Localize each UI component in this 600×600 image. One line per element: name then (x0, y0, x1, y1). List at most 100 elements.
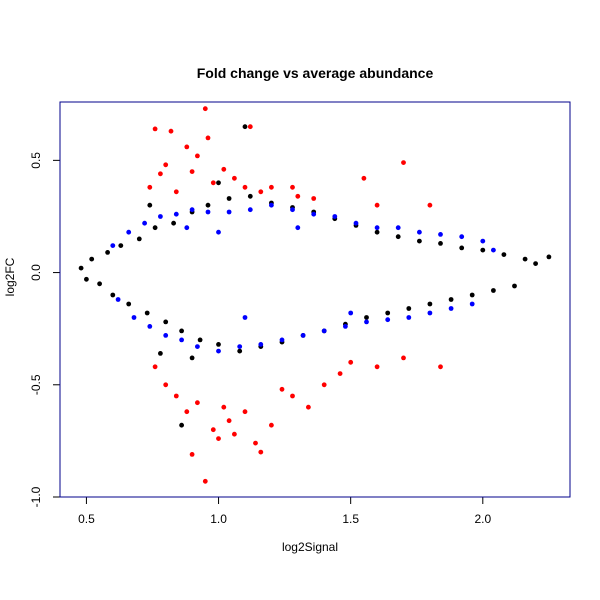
y-tick-label: 0.0 (29, 264, 43, 281)
data-point-series-0 (546, 254, 552, 260)
data-point-series-2 (295, 193, 301, 199)
data-point-series-0 (438, 241, 443, 246)
data-point-series-0 (480, 247, 486, 253)
data-point-series-0 (501, 252, 507, 257)
data-point-series-0 (147, 202, 153, 208)
data-point-series-1 (480, 238, 486, 244)
data-point-series-1 (427, 310, 433, 316)
data-point-series-2 (290, 393, 295, 399)
data-point-series-2 (184, 409, 190, 415)
data-point-series-0 (242, 124, 248, 130)
data-point-series-2 (269, 422, 274, 428)
data-point-series-0 (163, 319, 169, 325)
data-point-series-2 (253, 440, 258, 446)
data-point-series-2 (337, 371, 343, 376)
data-point-series-0 (78, 265, 84, 271)
data-point-series-1 (321, 328, 327, 334)
data-point-series-2 (290, 184, 295, 190)
data-point-series-2 (242, 184, 248, 190)
data-point-series-0 (144, 310, 150, 316)
data-point-series-2 (247, 124, 253, 130)
data-point-series-2 (348, 359, 354, 365)
data-point-series-1 (216, 348, 221, 354)
data-point-series-2 (321, 382, 327, 388)
data-point-series-1 (290, 207, 295, 213)
data-point-series-1 (374, 225, 380, 231)
plot-frame (59, 101, 571, 498)
data-point-series-0 (448, 297, 454, 302)
data-point-series-0 (385, 310, 391, 316)
data-point-series-1 (189, 207, 195, 213)
data-point-series-2 (221, 166, 227, 172)
x-tick-label: 1.5 (342, 512, 359, 526)
data-point-series-2 (221, 404, 227, 410)
data-point-series-2 (210, 180, 216, 186)
data-point-series-2 (205, 135, 211, 141)
data-point-series-1 (163, 333, 169, 338)
data-point-series-1 (269, 202, 274, 208)
x-tick-label: 0.5 (78, 512, 95, 526)
data-point-series-1 (131, 315, 137, 320)
data-point-series-2 (361, 175, 367, 181)
data-point-series-2 (189, 169, 195, 175)
data-point-series-2 (242, 409, 248, 415)
data-point-series-0 (126, 301, 132, 307)
data-point-series-0 (197, 337, 203, 343)
data-point-series-1 (242, 315, 248, 320)
data-point-series-2 (216, 436, 221, 441)
data-point-series-0 (395, 234, 401, 240)
data-point-series-2 (147, 184, 153, 190)
data-point-series-0 (110, 292, 116, 298)
data-point-series-1 (115, 297, 121, 302)
data-point-series-0 (136, 236, 142, 242)
y-tick-label: -1.0 (29, 486, 43, 507)
data-point-series-0 (158, 351, 163, 356)
points-layer (78, 106, 552, 484)
data-point-series-2 (202, 478, 208, 484)
data-point-series-1 (179, 337, 185, 343)
data-point-series-1 (258, 342, 264, 347)
data-point-series-1 (216, 229, 221, 235)
data-point-series-0 (205, 202, 211, 208)
data-point-series-0 (406, 306, 412, 311)
data-point-series-2 (158, 171, 163, 177)
data-point-series-0 (179, 422, 185, 428)
data-point-series-1 (158, 214, 163, 219)
data-point-series-1 (469, 301, 475, 307)
data-point-series-0 (105, 250, 110, 255)
data-point-series-0 (89, 256, 95, 262)
y-tick-label: 0.5 (29, 152, 43, 169)
data-point-series-1 (395, 225, 401, 231)
data-point-series-2 (232, 175, 237, 181)
data-point-series-2 (195, 153, 200, 159)
data-point-series-0 (427, 301, 433, 307)
y-axis-label: log2FC (3, 257, 17, 296)
data-point-series-2 (202, 106, 208, 112)
data-point-series-1 (126, 229, 132, 235)
data-point-series-0 (216, 342, 221, 347)
data-point-series-2 (258, 449, 264, 455)
data-point-series-1 (343, 324, 348, 329)
data-point-series-0 (189, 355, 195, 361)
data-point-series-0 (226, 196, 232, 201)
data-point-series-1 (438, 232, 443, 237)
data-point-series-2 (152, 126, 158, 132)
data-point-series-2 (226, 418, 232, 424)
data-point-series-0 (469, 292, 475, 298)
data-point-series-1 (353, 220, 359, 226)
data-point-series-0 (417, 238, 422, 244)
data-point-series-2 (279, 386, 285, 392)
data-point-series-0 (512, 283, 517, 289)
data-point-series-0 (118, 243, 124, 249)
data-point-series-1 (173, 211, 179, 217)
data-point-series-1 (348, 310, 354, 316)
data-point-series-0 (491, 288, 496, 293)
data-point-series-2 (189, 452, 195, 457)
data-point-series-1 (110, 243, 116, 249)
data-point-series-1 (226, 209, 232, 215)
data-point-series-1 (147, 324, 153, 329)
data-point-series-0 (237, 348, 243, 354)
data-point-series-0 (364, 315, 369, 320)
data-point-series-2 (374, 364, 380, 370)
